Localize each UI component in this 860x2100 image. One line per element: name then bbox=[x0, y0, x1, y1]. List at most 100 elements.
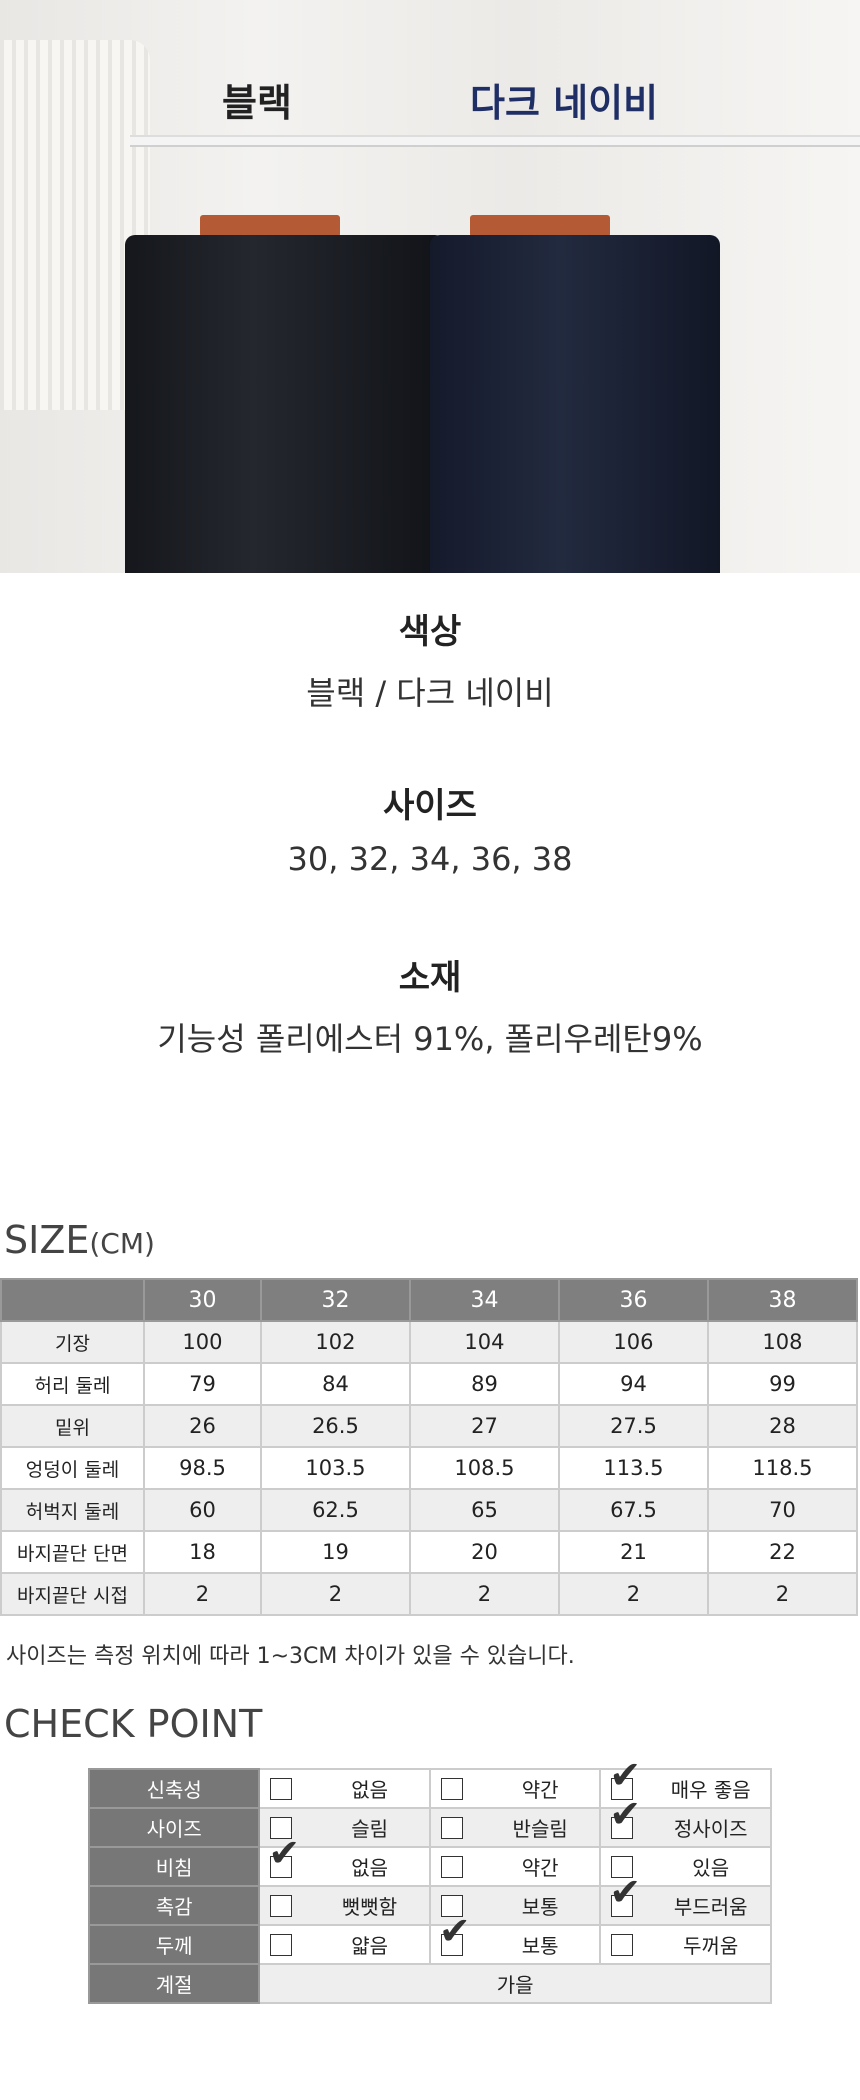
check-option: ✔ 보통 bbox=[428, 1912, 602, 1965]
option-label: 보통 bbox=[521, 1895, 559, 1919]
checkbox bbox=[611, 1934, 634, 1956]
table-row: 허벅지 둘레 60 62.5 65 67.5 70 bbox=[0, 1488, 859, 1532]
check-option: 슬림 bbox=[258, 1807, 431, 1848]
row-label: 바지끝단 단면 bbox=[0, 1530, 145, 1574]
column-header: 38 bbox=[706, 1278, 859, 1322]
table-cell: 103.5 bbox=[259, 1446, 411, 1490]
table-cell: 2 bbox=[408, 1572, 560, 1616]
checkbox bbox=[440, 1778, 463, 1800]
column-header bbox=[0, 1278, 145, 1322]
season-row: 계절 가을 bbox=[87, 1963, 772, 2004]
column-header: 36 bbox=[557, 1278, 709, 1322]
table-cell: 2 bbox=[706, 1572, 859, 1616]
row-label: 바지끝단 시접 bbox=[0, 1572, 145, 1616]
table-row: 바지끝단 단면 18 19 20 21 22 bbox=[0, 1530, 859, 1574]
check-row: 사이즈 슬림 반슬림 ✔ 정사이즈 bbox=[87, 1795, 772, 1848]
row-label: 허벅지 둘레 bbox=[0, 1488, 145, 1532]
check-option: ✔ 없음 bbox=[258, 1834, 431, 1887]
table-cell: 60 bbox=[143, 1488, 262, 1532]
table-row: 바지끝단 시접 2 2 2 2 2 bbox=[0, 1572, 859, 1616]
size-heading: 사이즈 bbox=[383, 786, 477, 826]
option-label: 뻣뻣함 bbox=[342, 1895, 398, 1919]
checkbox bbox=[440, 1856, 463, 1878]
check-label: 신축성 bbox=[87, 1768, 261, 1809]
option-label: 약간 bbox=[521, 1856, 559, 1880]
table-row: 엉덩이 둘레 98.5 103.5 108.5 113.5 118.5 bbox=[0, 1446, 859, 1490]
product-photo: 블랙 다크 네이비 bbox=[0, 0, 860, 573]
label-black: 블랙 bbox=[222, 81, 292, 125]
navy-pants bbox=[430, 235, 720, 573]
row-label: 허리 둘레 bbox=[0, 1362, 145, 1406]
color-heading: 색상 bbox=[398, 612, 462, 652]
checkbox bbox=[611, 1778, 634, 1800]
row-label: 엉덩이 둘레 bbox=[0, 1446, 145, 1490]
hanger bbox=[470, 215, 610, 237]
checkmark-icon: ✔ bbox=[609, 1792, 642, 1836]
check-option: 얇음 bbox=[258, 1924, 431, 1965]
black-pants bbox=[125, 235, 445, 573]
checkbox bbox=[270, 1778, 293, 1800]
table-cell: 70 bbox=[706, 1488, 859, 1532]
table-cell: 106 bbox=[557, 1320, 709, 1364]
table-cell: 79 bbox=[143, 1362, 262, 1406]
size-value: 30, 32, 34, 36, 38 bbox=[287, 840, 573, 878]
table-cell: 99 bbox=[706, 1362, 859, 1406]
table-cell: 27.5 bbox=[557, 1404, 709, 1448]
table-cell: 28 bbox=[706, 1404, 859, 1448]
check-label: 두께 bbox=[87, 1924, 261, 1965]
table-cell: 108.5 bbox=[408, 1446, 560, 1490]
check-row: 비침 ✔ 없음 약간 있음 bbox=[87, 1834, 772, 1887]
check-option: 보통 bbox=[428, 1885, 602, 1926]
hanger bbox=[200, 215, 340, 237]
check-option: ✔ 부드러움 bbox=[599, 1873, 772, 1926]
row-label: 밑위 bbox=[0, 1404, 145, 1448]
table-cell: 67.5 bbox=[557, 1488, 709, 1532]
table-row: 밑위 26 26.5 27 27.5 28 bbox=[0, 1404, 859, 1448]
check-row: 촉감 뻣뻣함 보통 ✔ 부드러움 bbox=[87, 1873, 772, 1926]
table-cell: 2 bbox=[259, 1572, 411, 1616]
table-cell: 94 bbox=[557, 1362, 709, 1406]
label-navy: 다크 네이비 bbox=[470, 81, 659, 125]
checkmark-icon: ✔ bbox=[268, 1831, 301, 1875]
table-cell: 22 bbox=[706, 1530, 859, 1574]
table-header-row: 30 32 34 36 38 bbox=[0, 1278, 859, 1322]
option-label: 없음 bbox=[351, 1856, 388, 1880]
check-row: 두께 얇음 ✔ 보통 두꺼움 bbox=[87, 1912, 772, 1965]
check-label: 비침 bbox=[87, 1846, 261, 1887]
table-cell: 98.5 bbox=[143, 1446, 262, 1490]
size-note: 사이즈는 측정 위치에 따라 1~3CM 차이가 있을 수 있습니다. bbox=[6, 1644, 575, 1669]
option-label: 반슬림 bbox=[512, 1817, 568, 1841]
option-label: 없음 bbox=[351, 1778, 388, 1802]
table-cell: 104 bbox=[408, 1320, 560, 1364]
check-option: 뻣뻣함 bbox=[258, 1885, 431, 1926]
checkbox bbox=[440, 1895, 463, 1917]
table-cell: 2 bbox=[557, 1572, 709, 1616]
checkbox bbox=[270, 1856, 293, 1878]
check-label: 계절 bbox=[87, 1963, 261, 2004]
color-value: 블랙 / 다크 네이비 bbox=[306, 674, 554, 712]
check-row: 신축성 없음 약간 ✔ 매우 좋음 bbox=[87, 1756, 772, 1809]
table-cell: 18 bbox=[143, 1530, 262, 1574]
table-cell: 108 bbox=[706, 1320, 859, 1364]
table-cell: 2 bbox=[143, 1572, 262, 1616]
table-cell: 19 bbox=[259, 1530, 411, 1574]
material-value: 기능성 폴리에스터 91%, 폴리우레탄9% bbox=[157, 1020, 703, 1058]
check-option: 약간 bbox=[428, 1768, 602, 1809]
row-label: 기장 bbox=[0, 1320, 145, 1364]
column-header: 34 bbox=[408, 1278, 560, 1322]
season-value: 가을 bbox=[258, 1963, 772, 2004]
table-row: 기장 100 102 104 106 108 bbox=[0, 1320, 859, 1364]
size-table: 30 32 34 36 38 기장 100 102 104 106 108 허리 둘레 79 84 89 94… bbox=[0, 1278, 859, 1616]
clothing-rail bbox=[130, 135, 860, 147]
check-option: 두꺼움 bbox=[599, 1924, 772, 1965]
table-cell: 20 bbox=[408, 1530, 560, 1574]
checkbox bbox=[270, 1817, 293, 1839]
option-label: 매우 좋음 bbox=[670, 1778, 751, 1802]
check-option: 있음 bbox=[599, 1846, 772, 1887]
checkmark-icon: ✔ bbox=[609, 1753, 642, 1797]
table-cell: 113.5 bbox=[557, 1446, 709, 1490]
checkbox bbox=[270, 1895, 293, 1917]
table-cell: 21 bbox=[557, 1530, 709, 1574]
table-cell: 89 bbox=[408, 1362, 560, 1406]
check-option: 없음 bbox=[258, 1768, 431, 1809]
